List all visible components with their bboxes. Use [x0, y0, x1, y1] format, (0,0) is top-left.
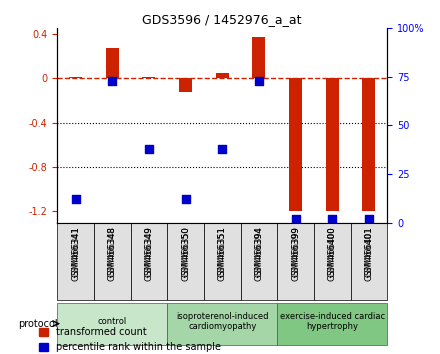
Point	[72, 196, 79, 202]
Bar	[363, 78, 375, 211]
Text: GSM466400: GSM466400	[328, 227, 337, 281]
Text: GSM466394: GSM466394	[254, 227, 264, 281]
Point	[182, 196, 189, 202]
Text: GSM466401: GSM466401	[364, 227, 374, 281]
Bar	[326, 78, 339, 211]
FancyBboxPatch shape	[241, 223, 277, 300]
Text: control: control	[98, 317, 127, 326]
Text: GSM466351: GSM466351	[218, 227, 227, 277]
Bar	[289, 78, 302, 211]
Text: isoproterenol-induced
cardiomyopathy: isoproterenol-induced cardiomyopathy	[176, 312, 268, 331]
Point	[145, 146, 152, 152]
Text: protocol: protocol	[18, 319, 58, 329]
Text: GSM466349: GSM466349	[144, 227, 154, 277]
Text: GSM466349: GSM466349	[144, 227, 154, 281]
Point	[219, 146, 226, 152]
Text: GSM466348: GSM466348	[108, 227, 117, 278]
FancyBboxPatch shape	[167, 303, 277, 344]
Bar	[106, 48, 119, 78]
Text: GSM466341: GSM466341	[71, 227, 80, 281]
FancyBboxPatch shape	[351, 223, 387, 300]
Text: GSM466348: GSM466348	[108, 227, 117, 281]
FancyBboxPatch shape	[57, 223, 94, 300]
Text: GSM466400: GSM466400	[328, 227, 337, 277]
Legend: transformed count, percentile rank within the sample: transformed count, percentile rank withi…	[35, 324, 225, 354]
FancyBboxPatch shape	[167, 223, 204, 300]
FancyBboxPatch shape	[277, 303, 387, 344]
Bar	[143, 77, 155, 78]
Bar	[253, 37, 265, 78]
Text: GSM466350: GSM466350	[181, 227, 190, 277]
FancyBboxPatch shape	[314, 223, 351, 300]
Bar	[69, 77, 82, 78]
FancyBboxPatch shape	[94, 223, 131, 300]
Point	[255, 78, 262, 84]
FancyBboxPatch shape	[131, 223, 167, 300]
Bar	[216, 73, 229, 78]
Point	[329, 216, 336, 222]
FancyBboxPatch shape	[57, 303, 167, 344]
Bar	[179, 78, 192, 92]
Point	[109, 78, 116, 84]
FancyBboxPatch shape	[204, 223, 241, 300]
Text: GSM466401: GSM466401	[364, 227, 374, 277]
Text: GSM466341: GSM466341	[71, 227, 80, 277]
Text: GSM466399: GSM466399	[291, 227, 300, 281]
Text: GSM466394: GSM466394	[254, 227, 264, 277]
FancyBboxPatch shape	[277, 223, 314, 300]
Text: exercise-induced cardiac
hypertrophy: exercise-induced cardiac hypertrophy	[280, 312, 385, 331]
Title: GDS3596 / 1452976_a_at: GDS3596 / 1452976_a_at	[143, 13, 302, 26]
Text: GSM466399: GSM466399	[291, 227, 300, 277]
Text: GSM466351: GSM466351	[218, 227, 227, 281]
Text: GSM466350: GSM466350	[181, 227, 190, 281]
Point	[292, 216, 299, 222]
Point	[365, 216, 372, 222]
